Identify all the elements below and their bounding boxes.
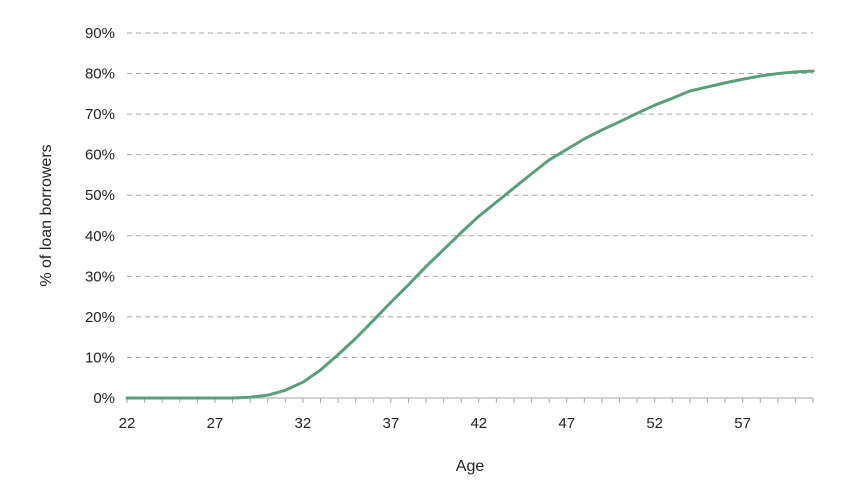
data-point [812, 70, 815, 73]
data-point [688, 89, 691, 92]
data-point [178, 397, 181, 400]
y-tick-label: 50% [85, 187, 115, 204]
data-point [583, 137, 586, 140]
data-point [477, 215, 480, 218]
y-tick-label: 20% [85, 309, 115, 326]
data-point [249, 396, 252, 399]
data-point [354, 337, 357, 340]
data-point [495, 201, 498, 204]
data-point [741, 78, 744, 81]
data-point [759, 74, 762, 77]
data-point [600, 128, 603, 131]
data-point [425, 265, 428, 268]
y-tick-label: 30% [85, 268, 115, 285]
series-line [125, 69, 815, 400]
data-point [319, 369, 322, 372]
data-point [442, 248, 445, 251]
data-point [372, 319, 375, 322]
data-point [231, 397, 234, 400]
y-tick-label: 60% [85, 147, 115, 164]
x-tick-label: 42 [470, 415, 487, 432]
data-point [636, 112, 639, 115]
data-point [407, 283, 410, 286]
data-point [337, 353, 340, 356]
gridlines [127, 32, 813, 358]
data-point [196, 397, 199, 400]
data-point [706, 85, 709, 88]
x-tick-label: 27 [207, 415, 224, 432]
data-point [143, 397, 146, 400]
y-axis-title: % of loan borrowers [38, 144, 55, 286]
data-point [618, 120, 621, 123]
x-tick-label: 57 [734, 415, 751, 432]
x-tick-label: 32 [295, 415, 312, 432]
y-tick-label: 70% [85, 106, 115, 123]
data-point [512, 186, 515, 189]
y-tick-label: 40% [85, 228, 115, 245]
data-point [213, 397, 216, 400]
y-tick-label: 10% [85, 349, 115, 366]
data-point [653, 104, 656, 107]
data-point [724, 81, 727, 84]
data-point [301, 381, 304, 384]
x-axis-title: Age [456, 458, 485, 475]
data-point [126, 397, 129, 400]
data-point [548, 158, 551, 161]
x-tick-labels: 22 27 32 37 42 47 52 57 [119, 415, 751, 432]
y-tick-label: 0% [93, 390, 115, 407]
y-tick-label: 90% [85, 25, 115, 42]
data-point [389, 301, 392, 304]
data-point [460, 231, 463, 234]
data-point [284, 389, 287, 392]
data-point [671, 97, 674, 100]
y-tick-labels: 0% 10% 20% 30% 40% 50% 60% 70% 80% 90% [85, 25, 115, 407]
data-point [794, 70, 797, 73]
data-point [776, 72, 779, 75]
y-tick-label: 80% [85, 66, 115, 83]
data-point [565, 148, 568, 151]
data-point [161, 397, 164, 400]
x-tick-label: 47 [558, 415, 575, 432]
x-tick-label: 52 [646, 415, 663, 432]
data-point [530, 172, 533, 175]
data-point [266, 394, 269, 397]
series [125, 69, 815, 400]
x-tick-label: 22 [119, 415, 136, 432]
x-tick-label: 37 [383, 415, 400, 432]
